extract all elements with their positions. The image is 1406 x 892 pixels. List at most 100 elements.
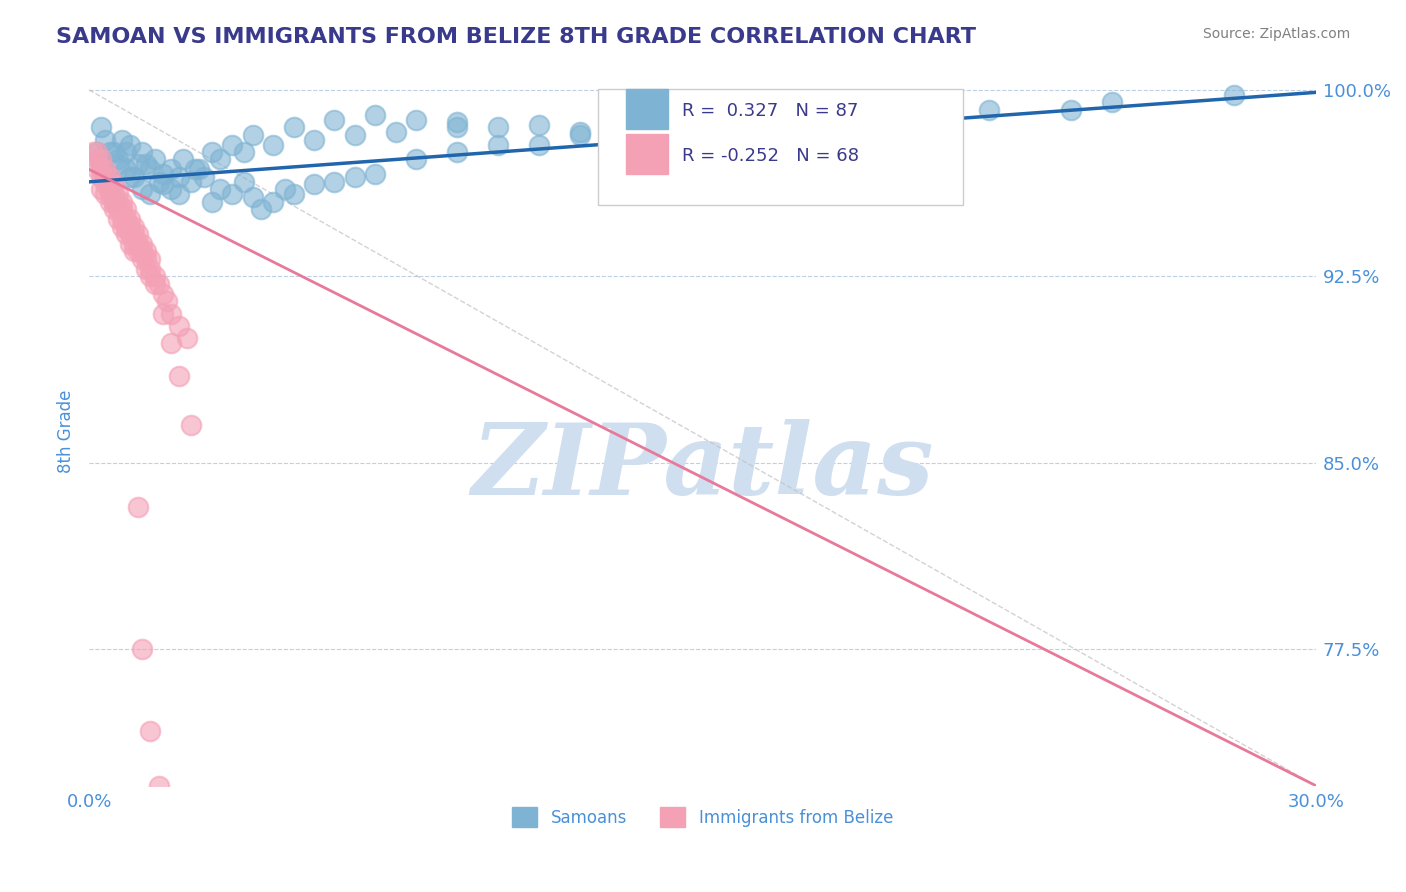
Point [98,178,121,192]
Point [262,194,284,209]
Point [188,162,211,177]
Point [148,277,170,291]
Point [233,145,256,159]
Point [107,212,129,227]
Point [160,307,183,321]
Point [98,194,121,209]
Point [98,145,121,159]
Point [115,162,138,177]
Text: Source: ZipAtlas.com: Source: ZipAtlas.com [1202,27,1350,41]
Point [1223,87,1246,102]
Point [201,194,224,209]
Point [486,137,509,152]
Point [160,162,183,177]
Point [115,145,138,159]
Point [568,125,591,139]
Point [143,153,166,167]
Point [343,128,366,142]
Point [115,227,138,241]
Point [176,331,198,345]
Point [184,162,207,177]
Point [118,227,141,241]
Point [94,178,117,192]
Point [90,153,112,167]
Text: ZIPatlas: ZIPatlas [471,418,934,516]
Point [82,145,104,159]
Point [122,227,145,241]
Point [86,145,108,159]
Point [143,269,166,284]
Point [283,187,305,202]
Point [711,108,734,122]
Point [814,115,837,129]
Point [262,137,284,152]
Point [172,153,194,167]
Point [773,108,796,122]
Point [233,175,256,189]
Point [107,157,129,171]
Point [118,237,141,252]
Point [977,103,1000,117]
Point [201,145,224,159]
Point [364,108,387,122]
Point [103,187,125,202]
Point [103,178,125,192]
Point [936,108,959,122]
Point [208,153,231,167]
Point [610,112,633,127]
Point [103,194,125,209]
Point [111,132,134,146]
Point [446,145,468,159]
Point [148,779,170,793]
Point [156,294,179,309]
Point [250,202,273,216]
Point [148,175,170,189]
Point [127,237,149,252]
Point [90,120,112,135]
Point [115,219,138,234]
Point [193,169,215,184]
Point [733,112,755,127]
Point [98,169,121,184]
Point [283,120,305,135]
Point [143,277,166,291]
Point [1101,95,1123,110]
Point [103,145,125,159]
Point [152,307,174,321]
Point [167,169,190,184]
Point [692,112,714,127]
Point [90,182,112,196]
Point [343,169,366,184]
Point [152,167,174,181]
Point [90,153,112,167]
Point [86,145,108,159]
Point [446,115,468,129]
Point [122,219,145,234]
Point [139,252,162,266]
Point [405,153,427,167]
Point [127,244,149,259]
Point [221,137,243,152]
Point [1059,103,1081,117]
Point [160,336,183,351]
Point [135,261,157,276]
Point [180,418,202,433]
Point [90,157,112,171]
Point [118,212,141,227]
Legend: Samoans, Immigrants from Belize: Samoans, Immigrants from Belize [506,800,900,834]
Point [242,128,264,142]
Point [94,169,117,184]
Point [122,169,145,184]
Point [167,318,190,333]
Point [139,162,162,177]
Point [122,237,145,252]
Point [139,724,162,739]
Point [208,182,231,196]
Point [364,167,387,181]
Point [651,120,673,135]
Point [94,162,117,177]
Point [131,145,153,159]
Point [131,642,153,657]
Point [139,187,162,202]
Point [855,112,877,127]
